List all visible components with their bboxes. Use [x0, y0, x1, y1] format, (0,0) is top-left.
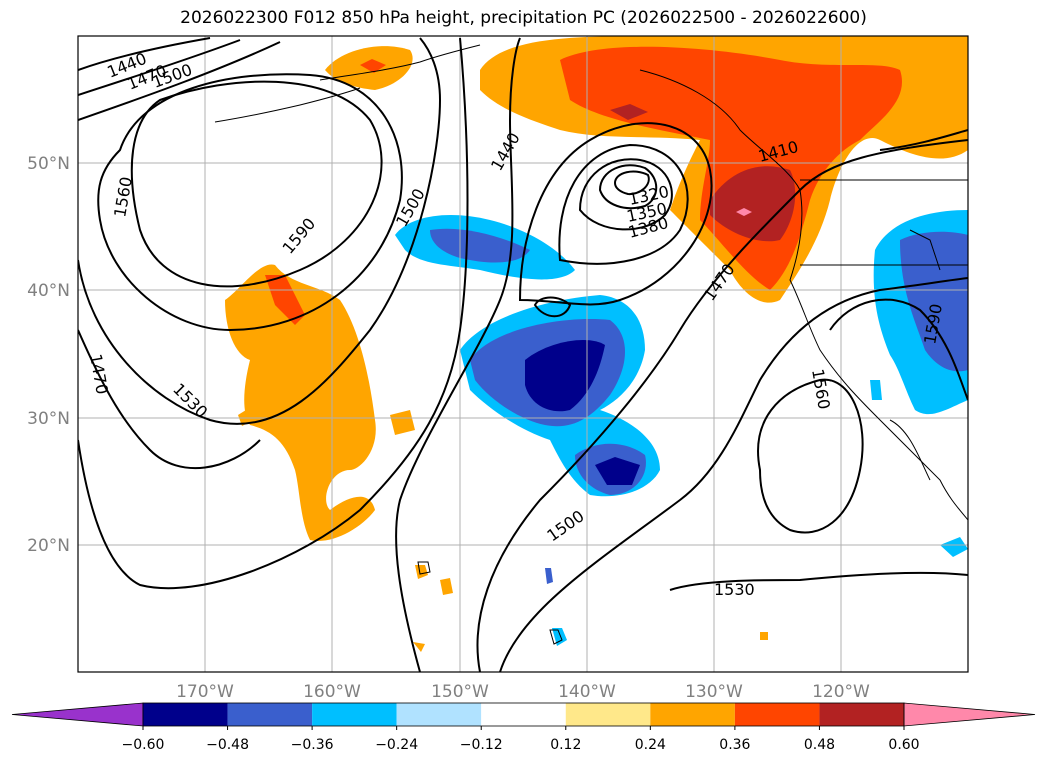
longitude-labels: 170°W 160°W 150°W 140°W 130°W 120°W — [176, 682, 870, 702]
colorbar-segment — [227, 703, 313, 726]
map-title: 2026022300 F012 850 hPa height, precipit… — [180, 8, 867, 28]
colorbar-segment — [650, 703, 735, 726]
height-contours — [78, 37, 968, 672]
colorbar-label: −0.60 — [122, 737, 165, 753]
colorbar-label: 0.24 — [635, 737, 666, 753]
colorbar-segment — [312, 703, 397, 726]
contour-label: 1470 — [86, 352, 112, 395]
colorbar-label: 0.12 — [550, 737, 581, 753]
lon-label: 120°W — [812, 682, 870, 702]
colorbar-label: 0.48 — [804, 737, 835, 753]
colorbar-extend-high — [903, 702, 1036, 727]
colorbar-segment — [481, 703, 566, 726]
latitude-labels: 50°N 40°N 30°N 20°N — [27, 154, 70, 556]
contour-label: 1500 — [543, 506, 587, 545]
colorbar-segment — [819, 703, 904, 726]
colorbar: −0.60 −0.48 −0.36 −0.24 −0.12 0.12 0.24 0.36 0.4… — [11, 702, 1036, 753]
contour-label: 1590 — [279, 214, 320, 257]
map-frame — [77, 35, 969, 673]
colorbar-label: −0.12 — [460, 737, 503, 753]
colorbar-extend-low — [11, 702, 144, 727]
lon-label: 160°W — [303, 682, 361, 702]
colorbar-label: 0.36 — [719, 737, 750, 753]
lon-label: 130°W — [685, 682, 743, 702]
lon-label: 140°W — [558, 682, 616, 702]
contour-label: 1440 — [487, 129, 524, 174]
colorbar-label: −0.24 — [375, 737, 418, 753]
lat-label: 20°N — [27, 536, 70, 556]
colorbar-segment — [143, 703, 228, 726]
contour-label: 1530 — [714, 580, 755, 599]
graticule — [78, 36, 968, 672]
lat-label: 40°N — [27, 281, 70, 301]
colorbar-label: 0.60 — [888, 737, 919, 753]
lat-label: 50°N — [27, 154, 70, 174]
lon-label: 170°W — [176, 682, 234, 702]
colorbar-segment — [396, 703, 482, 726]
coastlines — [214, 44, 968, 645]
colorbar-segment — [565, 703, 651, 726]
contour-label: 1560 — [110, 175, 136, 218]
colorbar-label: −0.48 — [206, 737, 249, 753]
colorbar-border — [142, 702, 905, 727]
precip-shading — [225, 36, 968, 652]
lon-label: 150°W — [431, 682, 489, 702]
lat-label: 30°N — [27, 409, 70, 429]
contour-label: 1560 — [808, 367, 834, 410]
colorbar-segment — [734, 703, 820, 726]
colorbar-label: −0.36 — [291, 737, 334, 753]
